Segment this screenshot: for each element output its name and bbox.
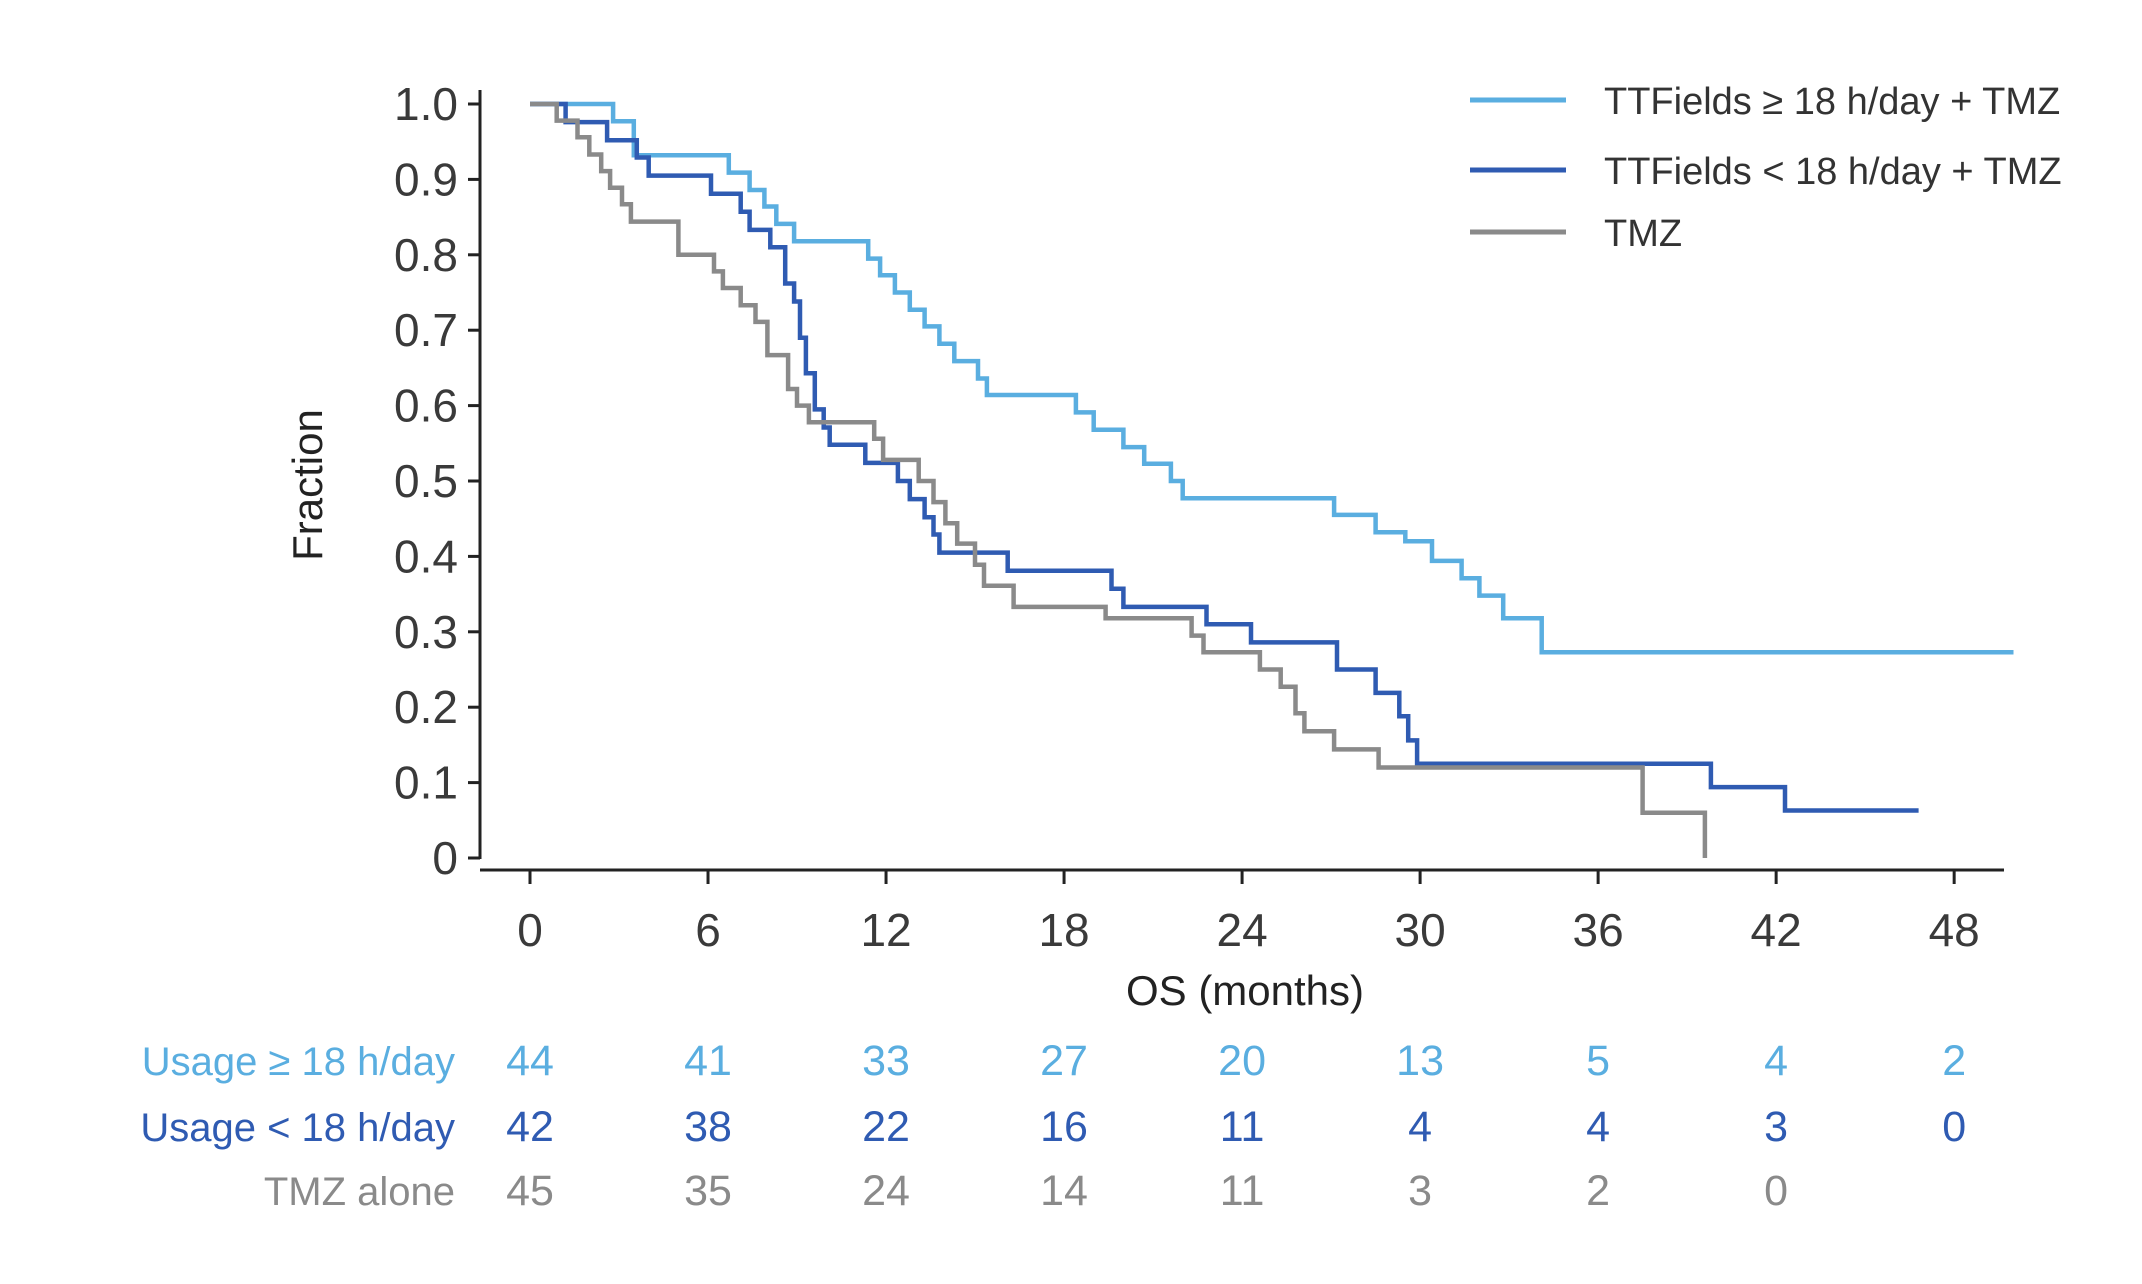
axis-labels-group: OS (months) Fraction [284, 409, 1364, 1014]
legend-label: TMZ [1604, 213, 1682, 255]
risk-row-label: TMZ alone [264, 1170, 455, 1214]
x-tick-label: 0 [517, 904, 543, 956]
series-line-tmz [530, 101, 1708, 858]
risk-value: 5 [1586, 1037, 1610, 1085]
risk-value: 38 [684, 1103, 732, 1151]
risk-value: 20 [1218, 1037, 1266, 1085]
risk-value: 24 [862, 1167, 910, 1215]
series-lines-group [530, 101, 2014, 858]
x-tick-label: 18 [1038, 904, 1089, 956]
risk-value: 0 [1942, 1103, 1966, 1151]
risk-value: 11 [1220, 1103, 1265, 1151]
risk-value: 13 [1396, 1037, 1444, 1085]
risk-value: 3 [1408, 1167, 1432, 1215]
y-tick-label: 0.2 [394, 681, 458, 733]
risk-value: 22 [862, 1103, 910, 1151]
legend-label: TTFields < 18 h/day + TMZ [1604, 151, 2062, 193]
x-tick-label: 6 [695, 904, 721, 956]
x-axis-title: OS (months) [1126, 967, 1364, 1014]
risk-value: 41 [684, 1037, 732, 1085]
series-line-ttfields-18-h-day-tmz [530, 101, 2014, 655]
risk-value: 35 [684, 1167, 732, 1215]
risk-row-label: Usage < 18 h/day [140, 1106, 455, 1150]
risk-value: 16 [1040, 1103, 1088, 1151]
risk-value: 4 [1764, 1037, 1788, 1085]
x-tick-label: 30 [1395, 904, 1446, 956]
risk-value: 14 [1040, 1167, 1088, 1215]
legend-label: TTFields ≥ 18 h/day + TMZ [1604, 81, 2060, 123]
series-line-ttfields-18-h-day-tmz [530, 101, 1919, 813]
legend: TTFields ≥ 18 h/day + TMZ TTFields < 18 h… [1470, 81, 2062, 255]
y-tick-label: 0.8 [394, 229, 458, 281]
axes-group: 0 0.1 0.2 0.3 0.4 0.5 0.6 0.7 0.8 0.9 1.0 0 6 12 18 24 3… [394, 78, 2004, 956]
risk-value: 27 [1040, 1037, 1088, 1085]
y-tick-label: 0.4 [394, 530, 458, 582]
risk-value: 3 [1764, 1103, 1788, 1151]
risk-value: 11 [1220, 1167, 1265, 1215]
y-tick-label: 0.1 [394, 757, 458, 809]
y-tick-label: 0 [432, 832, 458, 884]
x-tick-label: 12 [860, 904, 911, 956]
y-tick-label: 1.0 [394, 78, 458, 130]
risk-value: 42 [506, 1103, 554, 1151]
risk-value: 0 [1764, 1167, 1788, 1215]
y-tick-label: 0.3 [394, 606, 458, 658]
x-tick-label: 42 [1751, 904, 1802, 956]
y-axis-title: Fraction [284, 409, 331, 561]
risk-value: 4 [1408, 1103, 1432, 1151]
risk-value: 4 [1586, 1103, 1610, 1151]
x-tick-label: 48 [1929, 904, 1980, 956]
x-tick-label: 36 [1573, 904, 1624, 956]
risk-value: 2 [1586, 1167, 1610, 1215]
y-tick-label: 0.5 [394, 455, 458, 507]
y-tick-label: 0.6 [394, 380, 458, 432]
risk-value: 2 [1942, 1037, 1966, 1085]
risk-value: 45 [506, 1167, 554, 1215]
x-tick-label: 24 [1216, 904, 1267, 956]
risk-value: 33 [862, 1037, 910, 1085]
risk-value: 44 [506, 1037, 554, 1085]
y-tick-label: 0.7 [394, 304, 458, 356]
y-tick-label: 0.9 [394, 153, 458, 205]
risk-row-label: Usage ≥ 18 h/day [142, 1040, 455, 1084]
